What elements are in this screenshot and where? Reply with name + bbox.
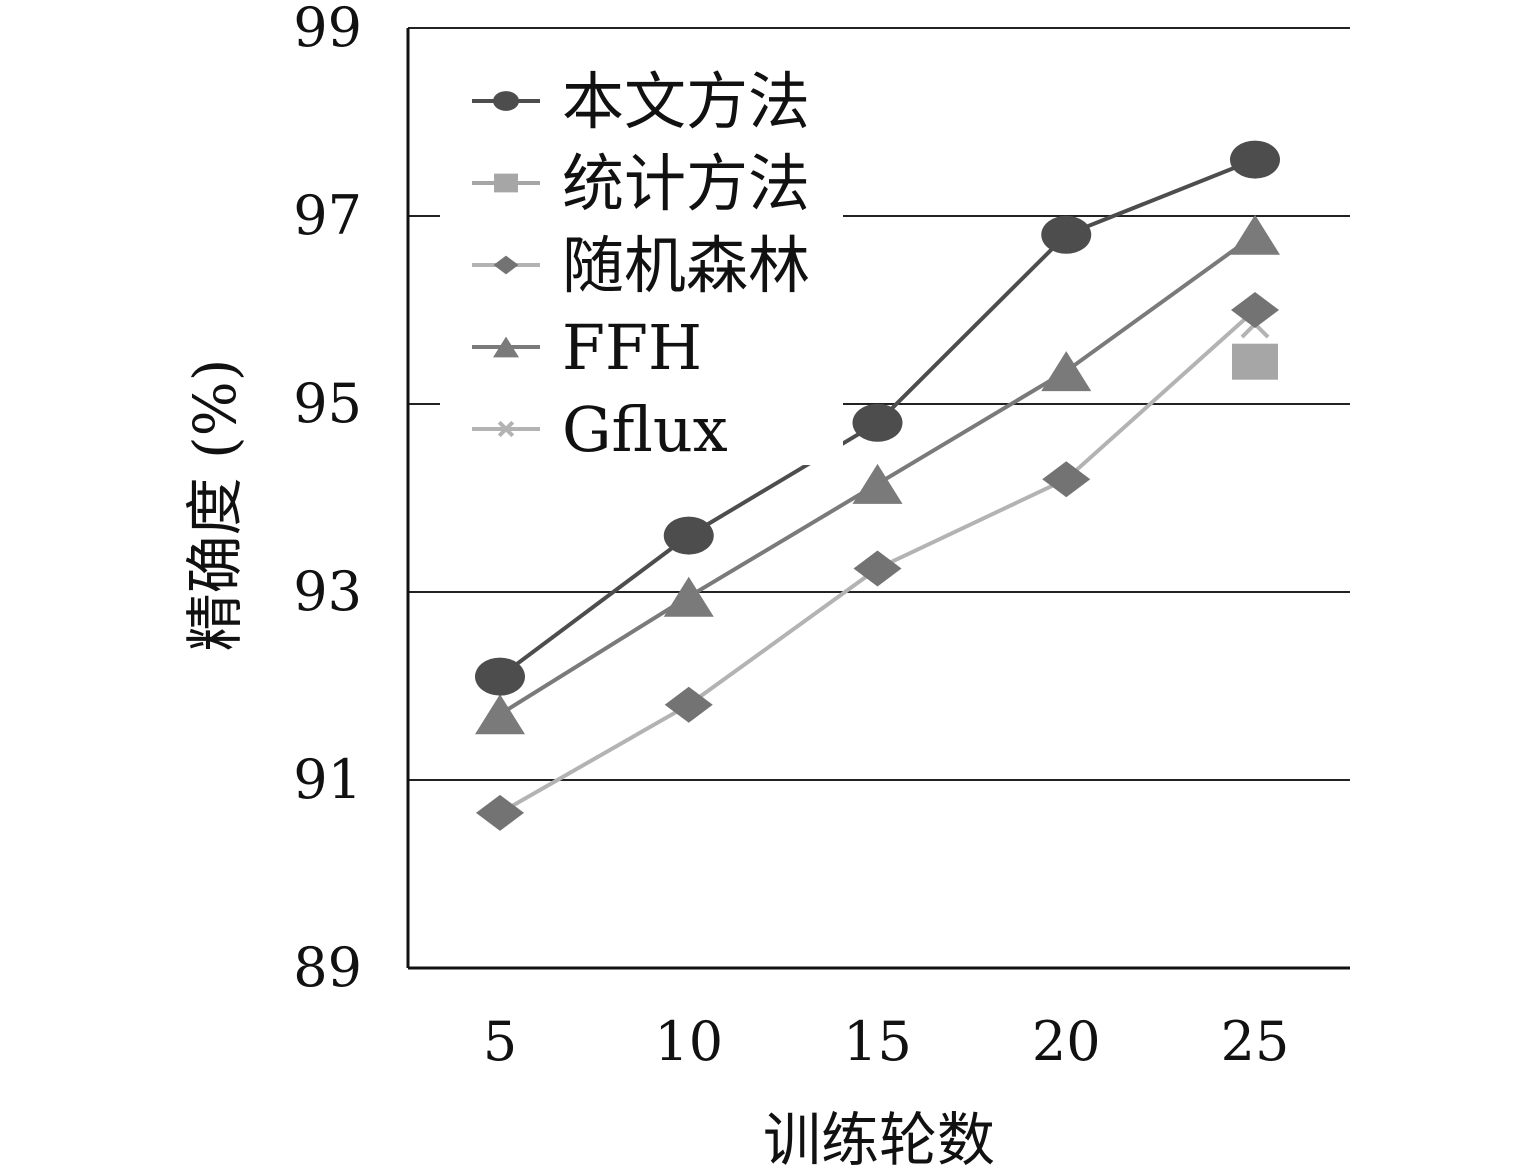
- series-3-point-15: [853, 550, 902, 587]
- series-1: [475, 140, 1280, 696]
- legend-label-1: 本文方法: [562, 65, 810, 138]
- series-1-point-5: [475, 657, 525, 696]
- x-tick-label-5: 5: [483, 1010, 517, 1073]
- series-3-point-10: [664, 686, 713, 723]
- series-1-point-15: [852, 403, 903, 442]
- series-2: [1232, 343, 1278, 380]
- series-4-point-25: [1230, 214, 1280, 255]
- y-tick-label-93: 93: [293, 560, 362, 623]
- series-layer: [475, 140, 1280, 831]
- series-1-point-20: [1041, 215, 1092, 254]
- series-4-point-20: [1041, 351, 1092, 392]
- series-3: [476, 292, 1279, 831]
- axes: [406, 28, 1350, 970]
- x-axis-label: 训练轮数: [763, 1106, 995, 1174]
- legend-label-2: 统计方法: [562, 147, 810, 220]
- legend-label-4: FFH: [562, 311, 702, 384]
- series-4-point-10: [663, 576, 714, 617]
- y-tick-label-97: 97: [293, 184, 362, 247]
- y-tick-label-99: 99: [293, 0, 362, 59]
- y-tick-label-95: 95: [293, 372, 362, 435]
- series-4-point-5: [475, 694, 525, 735]
- legend-marker-5: [497, 420, 515, 438]
- legend-marker-4: [493, 336, 519, 358]
- legend-label-5: Gflux: [562, 393, 728, 466]
- series-2-point-25: [1232, 343, 1278, 380]
- y-tick-labels: 89 91 93 95 97 99: [293, 0, 362, 999]
- legend-marker-2: [494, 173, 518, 193]
- series-1-point-25: [1230, 140, 1280, 179]
- series-4: [475, 214, 1280, 735]
- legend-marker-3: [493, 255, 519, 275]
- y-tick-label-91: 91: [293, 748, 362, 811]
- x-tick-label-10: 10: [654, 1010, 723, 1073]
- series-4-point-15: [852, 463, 903, 504]
- x-tick-labels: 5 10 15 20 25: [483, 1010, 1290, 1073]
- series-3-point-5: [476, 794, 524, 831]
- y-axis-label: 精确度 (%): [181, 359, 249, 652]
- y-tick-label-89: 89: [293, 936, 362, 999]
- series-1-point-10: [663, 516, 714, 555]
- x-tick-label-25: 25: [1221, 1010, 1290, 1073]
- series-3-point-25: [1231, 292, 1279, 328]
- x-tick-label-15: 15: [843, 1010, 912, 1073]
- series-3-point-20: [1042, 461, 1091, 498]
- legend-label-3: 随机森林: [562, 229, 810, 302]
- legend-marker-1: [493, 91, 519, 111]
- x-tick-label-20: 20: [1032, 1010, 1101, 1073]
